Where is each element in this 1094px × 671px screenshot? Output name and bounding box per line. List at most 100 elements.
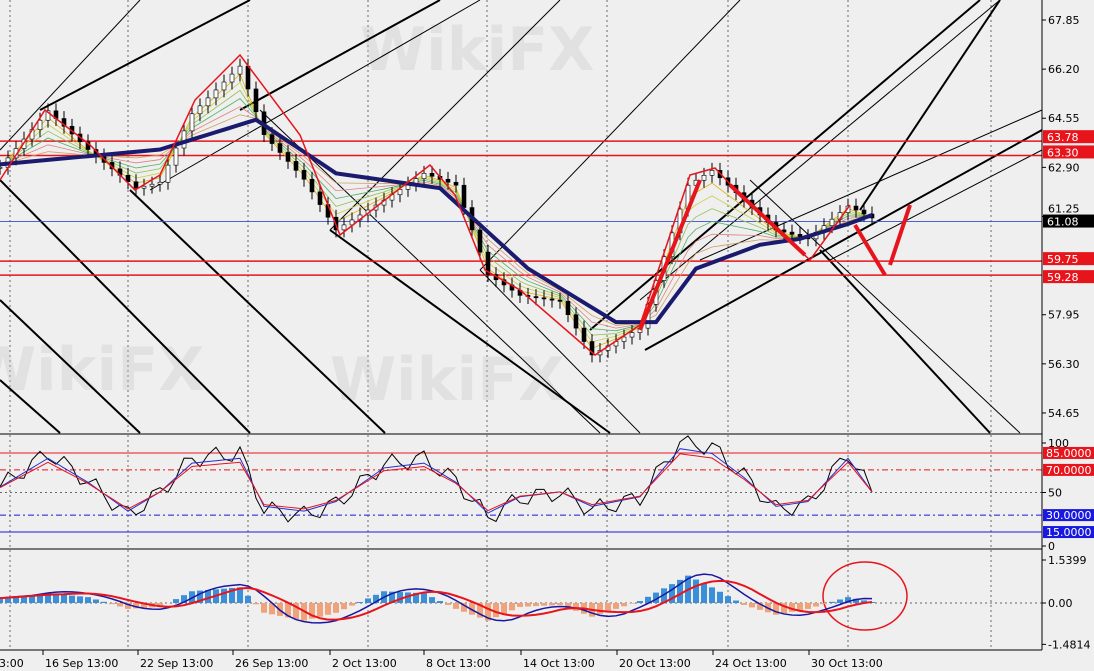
candle-body (461, 184, 467, 208)
macd-histogram-bar (197, 590, 203, 603)
macd-histogram-bar (533, 603, 539, 607)
candle-body (421, 173, 427, 179)
macd-histogram-bar (181, 595, 187, 603)
macd-histogram-bar (397, 592, 403, 603)
horizontal-levels (0, 140, 1042, 276)
x-axis-label: 2 Oct 13:00 (332, 657, 397, 670)
candle-body (125, 175, 131, 183)
highlight-ellipse (822, 561, 908, 631)
level-label-badge (1043, 463, 1094, 476)
level-label-text: 30.0000 (1046, 509, 1092, 522)
macd-histogram-bar (45, 593, 51, 603)
macd-histogram-bar (645, 596, 651, 603)
price-axis-label: 61.25 (1048, 202, 1080, 215)
macd-histogram-bar (797, 603, 803, 611)
macd-histogram-bar (453, 603, 459, 609)
candle-body (397, 189, 403, 196)
x-axis-label: 3:00 (0, 657, 24, 670)
macd-histogram-bar (109, 603, 115, 605)
price-label-badge (1043, 145, 1094, 159)
macd-histogram-bar (861, 600, 867, 603)
oscillator-axis-label: 50 (1048, 487, 1062, 500)
price-axis-label: 56.30 (1048, 358, 1080, 371)
macd-histogram-bar (549, 603, 555, 606)
macd-histogram-bar (261, 603, 267, 613)
x-axis-label: 14 Oct 13:00 (523, 657, 595, 670)
watermarks: WikiFX WikiFX WikiFX (0, 15, 594, 415)
macd-axis-label: -1.4814 (1048, 638, 1090, 651)
grid (9, 0, 992, 650)
macd-histogram-bar (325, 603, 331, 615)
macd-histogram-bar (837, 599, 843, 603)
watermark: WikiFX (360, 15, 594, 85)
candle-body (189, 113, 195, 132)
macd-histogram-bar (749, 603, 755, 608)
macd-histogram-bar (269, 603, 275, 615)
macd-histogram-bar (629, 603, 635, 604)
candle-body (861, 209, 867, 215)
candle-body (709, 170, 715, 176)
macd-histogram-bar (365, 598, 371, 603)
candle-body (533, 296, 539, 299)
candle-body (237, 65, 243, 75)
price-label-text: 61.08 (1047, 216, 1079, 229)
macd-histogram-bar (469, 603, 475, 615)
macd-panel (0, 573, 1042, 624)
zigzag-line (0, 53, 851, 356)
macd-histogram-bar (341, 603, 347, 610)
price-axis-label: 67.85 (1048, 14, 1080, 27)
macd-histogram-bar (0, 599, 3, 603)
candle-body (165, 164, 171, 183)
price-label-badge (1043, 130, 1094, 144)
moving-average-line (0, 117, 873, 325)
macd-histogram-bar (605, 603, 611, 612)
macd-axis-label: 1.5399 (1048, 554, 1087, 567)
macd-histogram-bar (333, 603, 339, 613)
macd-histogram-bar (125, 603, 131, 609)
macd-histogram-bar (357, 602, 363, 603)
level-label-text: 85.0000 (1046, 447, 1092, 460)
candle-body (173, 147, 179, 166)
macd-histogram-bar (709, 587, 715, 603)
macd-histogram-bar (413, 592, 419, 603)
candle-body (293, 161, 299, 171)
macd-histogram-bar (69, 595, 75, 603)
macd-histogram-bar (421, 593, 427, 603)
macd-histogram-bar (117, 603, 123, 607)
candle-body (541, 297, 547, 300)
macd-histogram-bar (445, 603, 451, 605)
ma-ribbon-line (0, 106, 873, 329)
macd-histogram-bar (757, 603, 763, 610)
macd-histogram-bar (565, 603, 571, 608)
candle-body (285, 152, 291, 162)
level-label-badge (1043, 509, 1094, 522)
macd-histogram-bar (461, 603, 467, 612)
candle-body (429, 173, 435, 177)
candle-body (853, 205, 859, 211)
macd-histogram-bar (725, 596, 731, 603)
price-axis-label: 66.20 (1048, 63, 1080, 76)
signal-line (0, 579, 873, 621)
macd-histogram-bar (821, 603, 827, 605)
macd-histogram-bar (157, 603, 163, 607)
annotations (0, 53, 912, 631)
macd-histogram-bar (5, 598, 11, 603)
arrow-up (888, 204, 912, 266)
macd-histogram-bar (501, 603, 507, 614)
price-label-text: 63.78 (1047, 131, 1079, 144)
candle-body (453, 181, 459, 186)
arrow-down (728, 183, 807, 257)
macd-histogram-bar (541, 603, 547, 606)
macd-histogram-bar (517, 603, 523, 607)
macd-histogram-bar (237, 587, 243, 603)
macd-histogram-bar (493, 603, 499, 618)
oscillator-line-signal (0, 448, 873, 514)
level-label-badge (1043, 446, 1094, 459)
macd-histogram-bar (437, 601, 443, 603)
ma-ribbon-line (0, 73, 873, 349)
macd-histogram-bar (525, 603, 531, 607)
candle-body (157, 181, 163, 185)
arrow-up (638, 179, 702, 331)
candle-body (213, 89, 219, 99)
